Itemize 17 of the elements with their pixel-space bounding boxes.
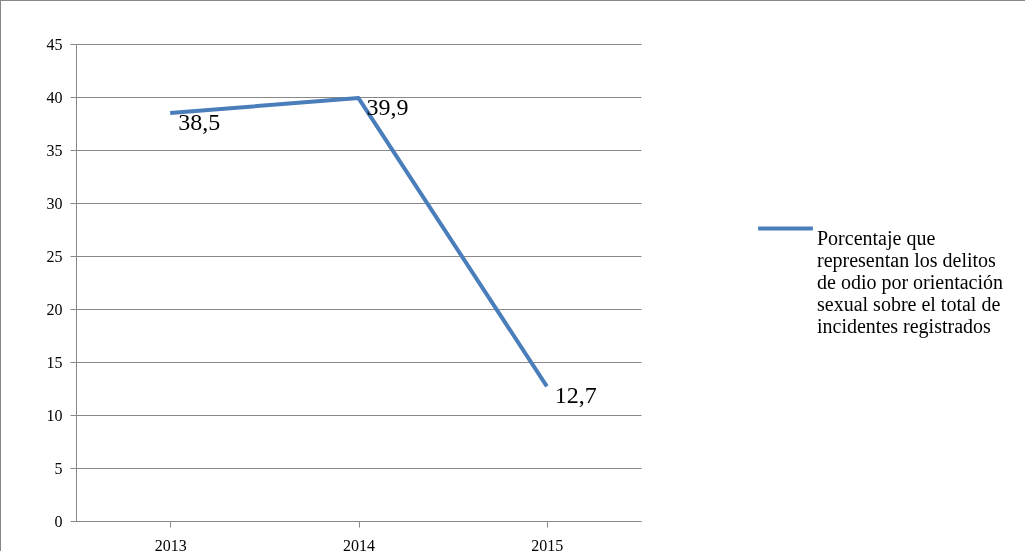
y-tick-label: 35 [46,141,63,159]
y-tick-label: 10 [46,406,63,424]
y-tick-label: 20 [46,300,63,318]
x-tick-label: 2015 [531,536,564,553]
y-tick-label: 45 [46,35,63,53]
data-label: 38,5 [178,108,221,135]
legend-label: Porcentaje que representan los delitos de odio por orientación sexual sobre el total de incidentes registrados [817,226,1004,338]
y-tick-label: 15 [46,353,63,371]
y-tick-label: 25 [46,247,63,265]
x-tick-label: 2013 [154,536,187,553]
y-tick-label: 5 [54,459,63,477]
data-label: 39,9 [366,94,409,121]
y-tick-label: 0 [54,512,63,530]
y-tick-label: 30 [46,194,63,212]
data-label: 12,7 [554,382,597,409]
x-tick-label: 2014 [343,536,375,553]
y-tick-label: 40 [46,88,63,106]
